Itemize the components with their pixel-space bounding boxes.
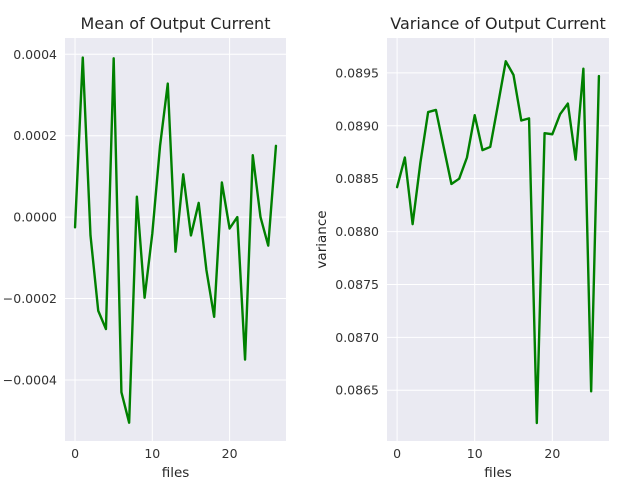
x-axis-label: files [484, 465, 512, 480]
chart-mean-output-current: 0 10 20 −0.0004 −0.0002 0.0000 0.0002 0.0004 Mea… [3, 14, 286, 480]
series-line [73, 56, 278, 424]
y-tick-label: 0.0880 [335, 224, 379, 239]
x-tick-label: 20 [222, 446, 238, 461]
y-tick-label: 0.0002 [13, 128, 57, 143]
y-tick-label: −0.0002 [3, 291, 57, 306]
y-tick-label: 0.0000 [13, 210, 57, 225]
chart-variance-output-current: 0 10 20 0.0865 0.0870 0.0875 0.0880 0.0885 0.089… [314, 14, 609, 480]
x-axis-label: files [162, 465, 190, 480]
y-axis-label: variance [314, 210, 330, 268]
y-tick-label: 0.0870 [335, 330, 379, 345]
y-tick-label: 0.0890 [335, 118, 379, 133]
x-tick-label: 0 [393, 446, 401, 461]
chart-title: Mean of Output Current [81, 14, 271, 33]
series-line [395, 60, 601, 425]
x-tick-label: 10 [467, 446, 483, 461]
x-tick-label: 20 [544, 446, 560, 461]
y-tick-label: 0.0004 [13, 47, 57, 62]
y-tick-label: 0.0885 [335, 171, 379, 186]
y-tick-label: −0.0004 [3, 372, 57, 387]
y-tick-label: 0.0875 [335, 277, 379, 292]
x-tick-label: 0 [71, 446, 79, 461]
x-tick-label: 10 [144, 446, 160, 461]
y-tick-label: 0.0865 [335, 383, 379, 398]
y-tick-label: 0.0895 [335, 65, 379, 80]
chart-title: Variance of Output Current [390, 14, 605, 33]
